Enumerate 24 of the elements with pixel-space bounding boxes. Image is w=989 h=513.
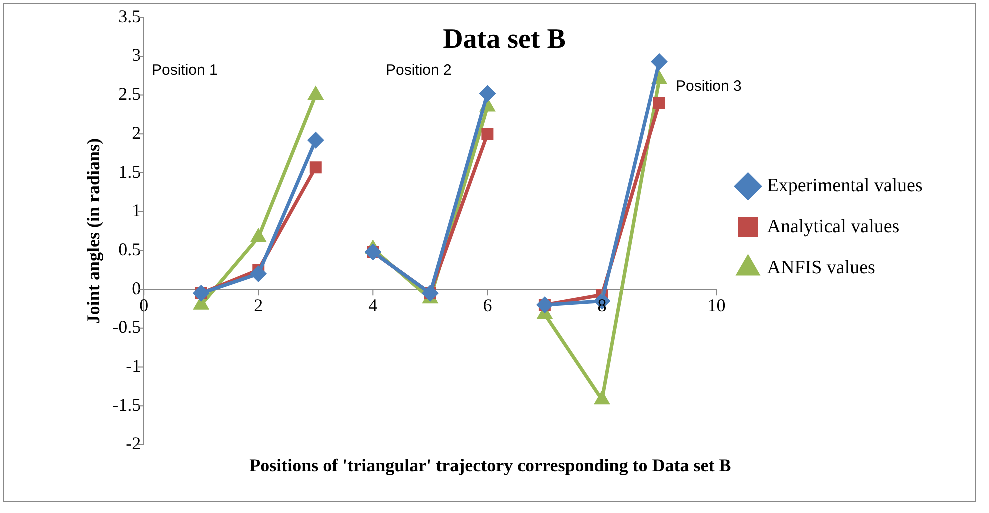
- legend-label: Analytical values: [767, 216, 900, 238]
- y-tick-label: 1: [132, 200, 142, 221]
- x-tick-label: 6: [483, 295, 492, 316]
- annotation: Position 2: [386, 62, 452, 79]
- annotation: Position 1: [152, 62, 218, 79]
- y-tick-label: -2: [126, 434, 142, 454]
- y-tick-label: 2.5: [118, 84, 142, 104]
- legend-label: Experimental values: [767, 175, 923, 196]
- y-axis-title: Joint angles (in radians): [83, 138, 104, 324]
- y-tick-label: -1.5: [112, 394, 142, 415]
- legend-label: ANFIS values: [767, 257, 876, 278]
- y-tick-label: 0: [132, 278, 142, 298]
- x-tick-label: 10: [708, 295, 726, 316]
- x-axis-title: Positions of 'triangular' trajectory corresponding to Data set B: [250, 456, 732, 476]
- annotation: Position 3: [676, 78, 742, 95]
- x-tick-label: 4: [368, 295, 378, 316]
- y-tick-label: 1.5: [118, 162, 142, 182]
- y-tick-label: -1: [126, 356, 142, 376]
- chart-title: Data set B: [443, 24, 566, 56]
- y-tick-label: 3.5: [118, 6, 142, 26]
- y-tick-label: 0.5: [118, 239, 142, 260]
- x-tick-label: 2: [254, 295, 264, 316]
- y-tick-label: -0.5: [112, 317, 142, 338]
- y-tick-label: 2: [132, 122, 142, 143]
